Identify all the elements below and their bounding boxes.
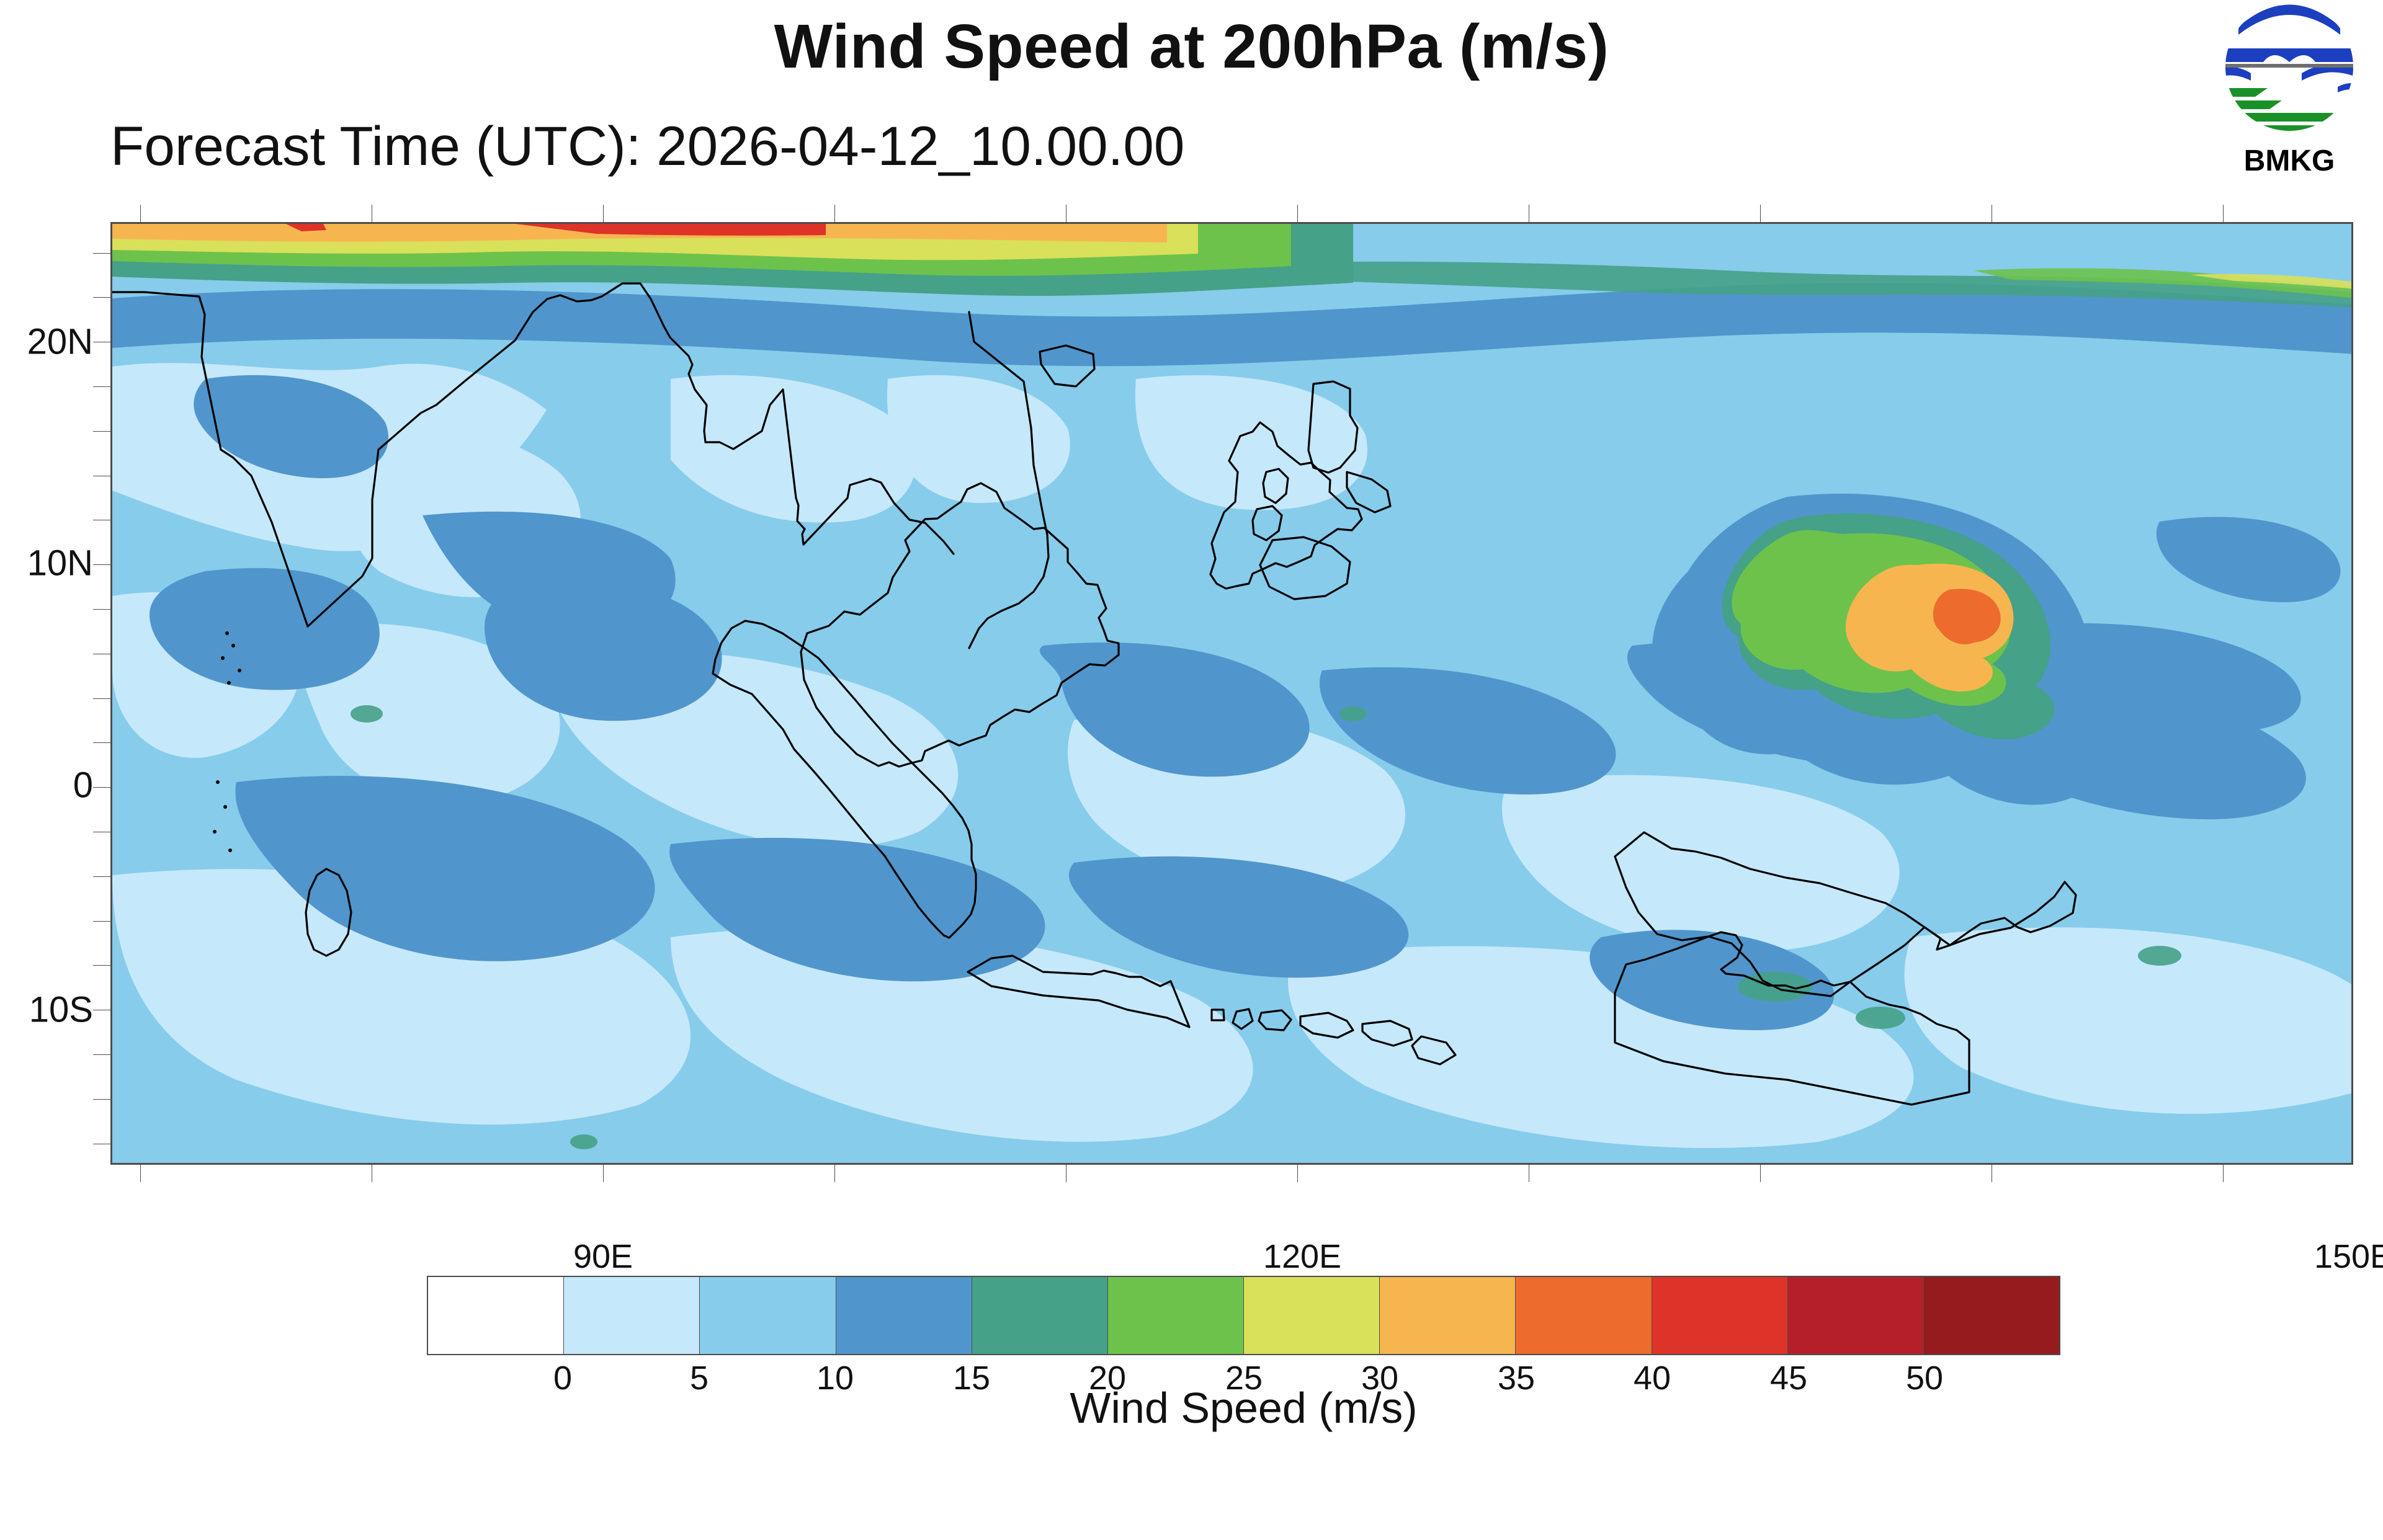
svg-text:BMKG: BMKG	[2244, 145, 2335, 177]
